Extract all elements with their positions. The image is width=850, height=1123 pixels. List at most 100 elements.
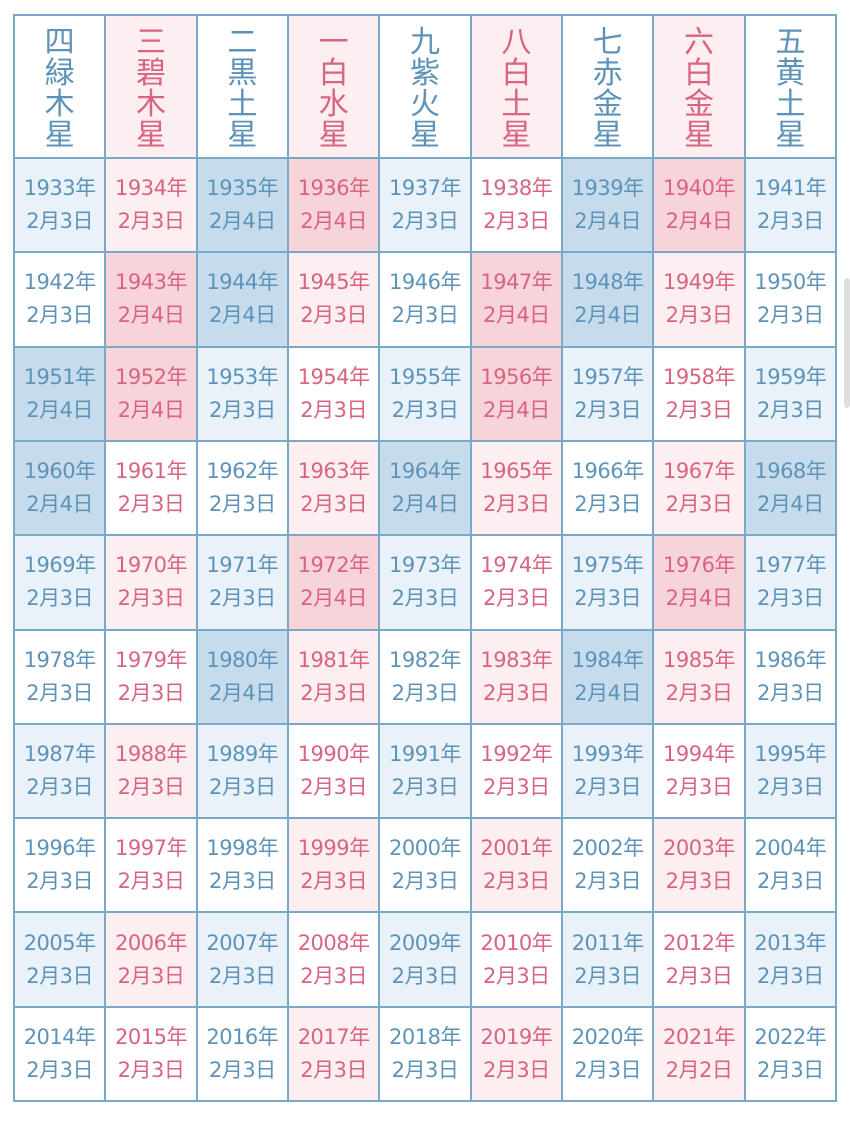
year-cell: 2001年 2月3日 — [471, 819, 563, 914]
year-cell: 1965年 2月3日 — [471, 441, 563, 537]
year-cell: 1951年 2月4日 — [15, 347, 107, 442]
year-cell: 2006年 2月3日 — [106, 913, 198, 1008]
year-cell: 1948年 2月4日 — [563, 253, 655, 348]
year-cell: 1966年 2月3日 — [563, 441, 655, 537]
year-text: 1961年 — [115, 459, 187, 484]
date-text: 2月3日 — [391, 1057, 459, 1082]
year-cell: 2021年 2月2日 — [654, 1007, 746, 1102]
date-text: 2月3日 — [26, 774, 94, 799]
date-text: 2月4日 — [756, 492, 824, 517]
year-cell: 1945年 2月3日 — [289, 253, 381, 348]
year-text: 1963年 — [297, 459, 370, 484]
header-char: 土 — [775, 86, 806, 122]
year-text: 1950年 — [754, 270, 827, 295]
year-text: 2016年 — [206, 1024, 279, 1049]
year-cell: 1991年 2月3日 — [380, 724, 472, 820]
header-char: 星 — [409, 117, 440, 153]
date-text: 2月3日 — [482, 1057, 550, 1082]
year-cell: 1984年 2月4日 — [563, 630, 655, 725]
year-text: 2009年 — [389, 930, 461, 955]
year-cell: 1957年 2月3日 — [563, 347, 655, 442]
year-text: 1945年 — [297, 270, 370, 295]
year-cell: 2007年 2月3日 — [197, 913, 289, 1008]
year-cell: 1996年 2月3日 — [15, 819, 107, 914]
year-text: 1944年 — [206, 270, 279, 295]
date-text: 2月3日 — [665, 680, 733, 705]
date-text: 2月3日 — [665, 397, 733, 422]
year-cell: 1987年 2月3日 — [15, 724, 107, 820]
year-cell: 1975年 2月3日 — [563, 536, 655, 631]
year-text: 1947年 — [480, 270, 553, 295]
date-text: 2月3日 — [208, 963, 276, 988]
year-cell: 1934年 2月3日 — [106, 159, 198, 254]
year-cell: 1982年 2月3日 — [380, 630, 472, 725]
date-text: 2月3日 — [300, 492, 368, 517]
date-text: 2月3日 — [26, 303, 94, 328]
year-cell: 2005年 2月3日 — [15, 913, 107, 1008]
year-text: 1938年 — [480, 176, 553, 201]
year-cell: 1955年 2月3日 — [380, 347, 472, 442]
year-text: 1954年 — [297, 364, 370, 389]
date-text: 2月3日 — [300, 680, 368, 705]
year-text: 1934年 — [115, 176, 187, 201]
date-text: 2月3日 — [391, 303, 459, 328]
year-cell: 1946年 2月3日 — [380, 253, 472, 348]
year-cell: 1998年 2月3日 — [197, 819, 289, 914]
year-text: 1976年 — [663, 553, 735, 578]
year-text: 2013年 — [754, 930, 827, 955]
year-text: 2018年 — [389, 1024, 461, 1049]
date-text: 2月4日 — [117, 303, 185, 328]
year-text: 1999年 — [297, 836, 370, 861]
date-text: 2月3日 — [574, 774, 642, 799]
year-text: 1966年 — [571, 459, 644, 484]
date-text: 2月3日 — [665, 774, 733, 799]
header-char: 一 — [318, 24, 349, 60]
date-text: 2月3日 — [482, 774, 550, 799]
date-text: 2月3日 — [117, 869, 185, 894]
year-text: 1991年 — [389, 741, 461, 766]
date-text: 2月3日 — [26, 209, 94, 234]
year-text: 1962年 — [206, 459, 279, 484]
header-char: 九 — [409, 24, 440, 60]
year-cell: 2009年 2月3日 — [380, 913, 472, 1008]
column-header: 三碧木星 — [106, 16, 198, 159]
year-text: 1935年 — [206, 176, 279, 201]
year-cell: 1933年 2月3日 — [15, 159, 107, 254]
year-text: 1937年 — [389, 176, 461, 201]
header-char: 白 — [501, 55, 532, 91]
date-text: 2月3日 — [756, 680, 824, 705]
date-text: 2月3日 — [208, 869, 276, 894]
header-char: 四 — [44, 24, 75, 60]
scrollbar-thumb[interactable] — [844, 278, 850, 408]
year-cell: 1963年 2月3日 — [289, 441, 381, 537]
year-cell: 1941年 2月3日 — [745, 159, 837, 254]
year-cell: 2008年 2月3日 — [289, 913, 381, 1008]
year-cell: 1985年 2月3日 — [654, 630, 746, 725]
date-text: 2月3日 — [482, 680, 550, 705]
year-text: 1952年 — [115, 364, 187, 389]
date-text: 2月3日 — [26, 586, 94, 611]
year-text: 1986年 — [754, 647, 827, 672]
year-cell: 1978年 2月3日 — [15, 630, 107, 725]
year-cell: 1981年 2月3日 — [289, 630, 381, 725]
date-text: 2月3日 — [391, 774, 459, 799]
year-text: 2020年 — [571, 1024, 644, 1049]
date-text: 2月3日 — [117, 586, 185, 611]
year-text: 1955年 — [389, 364, 461, 389]
date-text: 2月3日 — [482, 492, 550, 517]
date-text: 2月3日 — [26, 963, 94, 988]
date-text: 2月3日 — [117, 774, 185, 799]
column-header: 四緑木星 — [15, 16, 107, 159]
year-text: 1949年 — [663, 270, 735, 295]
date-text: 2月4日 — [208, 209, 276, 234]
date-text: 2月4日 — [117, 397, 185, 422]
date-text: 2月3日 — [665, 963, 733, 988]
date-text: 2月4日 — [208, 303, 276, 328]
year-cell: 1935年 2月4日 — [197, 159, 289, 254]
year-text: 1978年 — [23, 647, 96, 672]
date-text: 2月4日 — [300, 586, 368, 611]
date-text: 2月4日 — [482, 397, 550, 422]
year-text: 1959年 — [754, 364, 827, 389]
year-text: 2017年 — [297, 1024, 370, 1049]
year-text: 2006年 — [115, 930, 187, 955]
